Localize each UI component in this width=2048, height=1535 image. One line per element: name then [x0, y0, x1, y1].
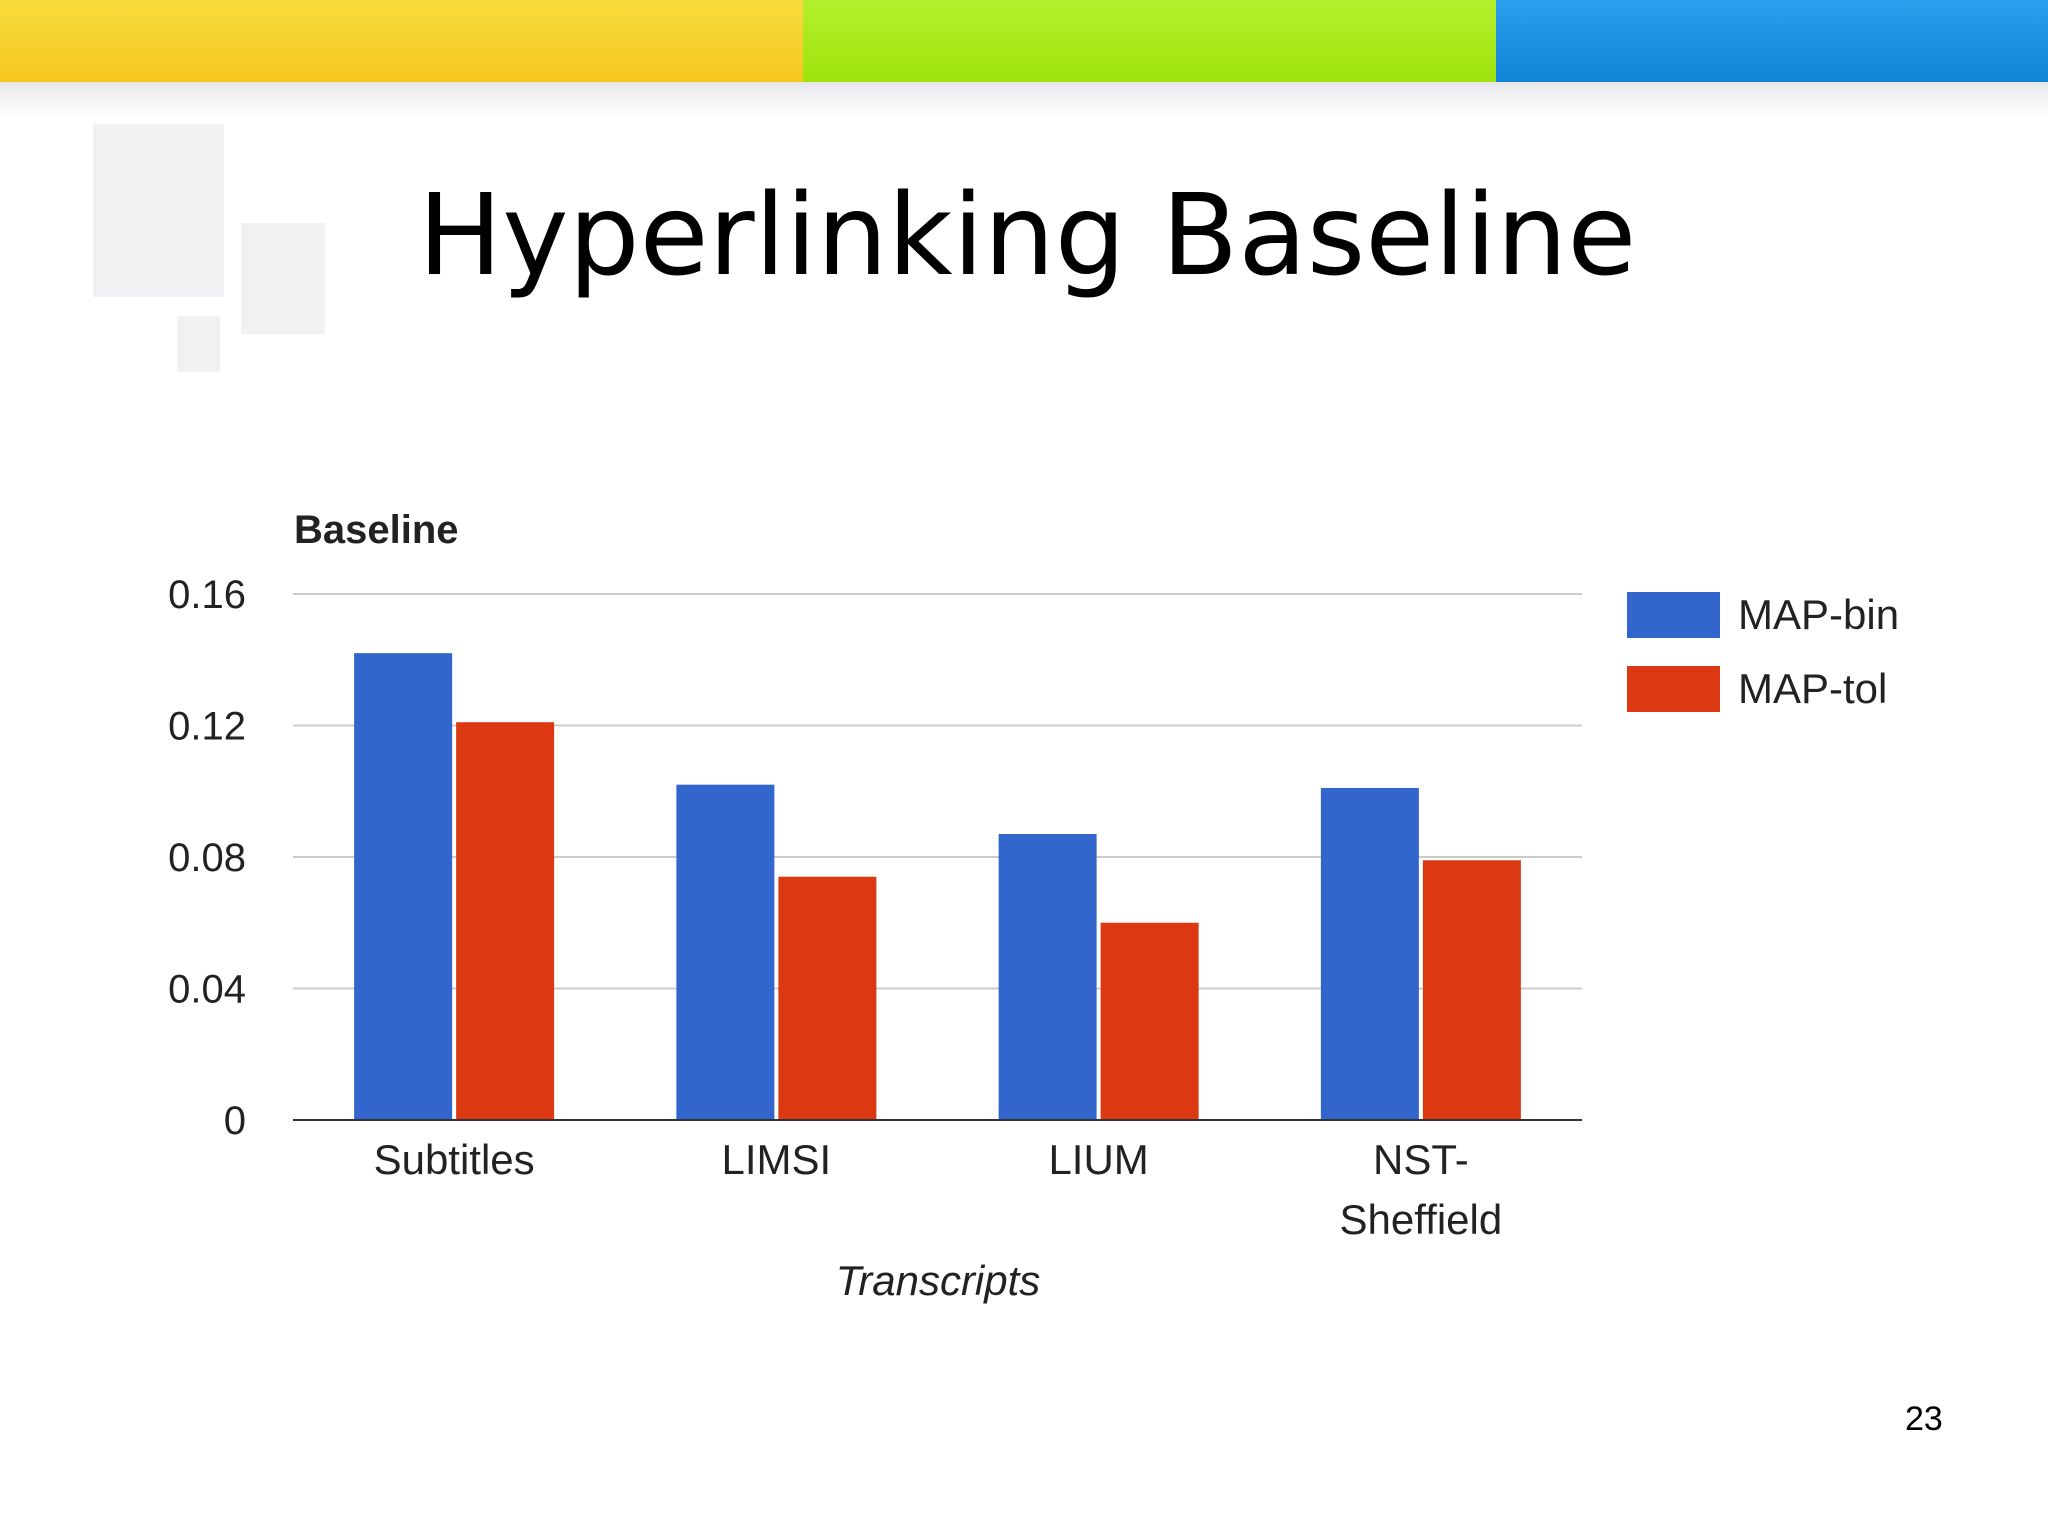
legend-swatch — [1627, 666, 1720, 712]
decor-square-medium — [241, 223, 325, 334]
slide-title: Hyperlinking Baseline — [418, 171, 1637, 301]
header-band-yellow — [0, 0, 803, 82]
y-tick-label: 0.04 — [168, 968, 246, 1012]
y-tick-label: 0.08 — [168, 836, 246, 880]
bar-map-bin-nst-sheffield — [1320, 787, 1419, 1120]
chart-bars — [354, 653, 1521, 1120]
decor-square-small — [177, 316, 220, 372]
header-color-band — [0, 0, 2048, 82]
bar-map-tol-limsi — [778, 876, 877, 1120]
y-tick-label: 0 — [224, 1099, 246, 1143]
header-shadow — [0, 82, 2048, 120]
bar-map-tol-lium — [1100, 922, 1199, 1120]
header-band-green — [803, 0, 1496, 82]
x-axis-ticks: Subtitles LIMSI LIUM NST-Sheffield — [374, 1136, 1503, 1243]
legend-label: MAP-bin — [1738, 591, 1899, 638]
x-tick-label: NST-Sheffield — [1340, 1136, 1503, 1243]
bar-map-tol-nst-sheffield — [1422, 860, 1521, 1120]
x-tick-label: LIMSI — [722, 1136, 832, 1183]
header-band-blue — [1496, 0, 2048, 82]
bar-map-bin-lium — [998, 833, 1097, 1120]
chart-legend: MAP-bin MAP-tol — [1627, 591, 1899, 712]
x-tick-label: Subtitles — [374, 1136, 535, 1183]
legend-swatch — [1627, 592, 1720, 638]
legend-label: MAP-tol — [1738, 665, 1887, 712]
bar-map-bin-limsi — [676, 784, 775, 1120]
y-tick-label: 0.12 — [168, 705, 246, 749]
y-axis-ticks: 0 0.04 0.08 0.12 0.16 — [168, 573, 246, 1143]
chart-title: Baseline — [294, 508, 459, 552]
x-axis-label: Transcripts — [836, 1257, 1041, 1304]
decor-square-large — [93, 124, 224, 297]
x-tick-label: LIUM — [1048, 1136, 1148, 1183]
bar-map-bin-subtitles — [354, 653, 453, 1120]
page-number: 23 — [1905, 1400, 1943, 1438]
bar-map-tol-subtitles — [456, 722, 555, 1120]
y-tick-label: 0.16 — [168, 573, 246, 617]
